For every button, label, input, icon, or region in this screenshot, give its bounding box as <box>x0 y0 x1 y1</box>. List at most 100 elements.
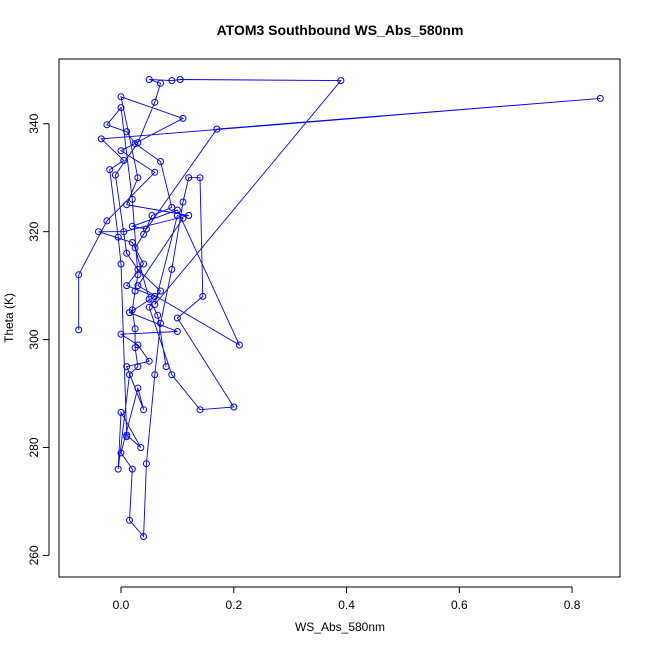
data-point <box>140 260 148 268</box>
data-point <box>131 140 139 148</box>
chart-title: ATOM3 Southbound WS_Abs_580nm <box>217 22 464 38</box>
data-point <box>126 371 133 379</box>
axes: 0.0 0.2 0.4 0.6 0.8 260 280 300 320 340 <box>27 113 581 612</box>
data-point <box>148 212 156 219</box>
data-point <box>157 79 164 87</box>
data-point <box>151 371 159 379</box>
data-point <box>162 363 170 371</box>
data-point <box>123 249 131 257</box>
data-point <box>157 319 164 327</box>
data-point <box>179 214 187 222</box>
data-point <box>128 239 136 246</box>
data-point <box>117 260 125 268</box>
data-point <box>117 408 125 416</box>
x-tick-label: 0.0 <box>113 598 130 612</box>
data-point <box>140 533 148 540</box>
data-series <box>75 76 604 540</box>
x-tick-label: 0.6 <box>451 598 468 612</box>
data-point <box>117 147 125 155</box>
data-point <box>142 460 150 468</box>
data-point <box>230 403 238 411</box>
data-point <box>140 406 148 414</box>
data-point <box>103 121 111 129</box>
data-point <box>151 292 159 300</box>
data-point <box>106 166 114 174</box>
data-point <box>134 384 142 392</box>
y-tick-label: 280 <box>27 437 41 457</box>
data-point <box>134 174 142 182</box>
data-point <box>173 328 181 335</box>
data-point <box>173 314 181 322</box>
data-point <box>179 198 187 206</box>
data-point <box>95 228 102 236</box>
data-point <box>596 94 604 102</box>
data-point <box>123 128 131 136</box>
data-point <box>114 233 122 241</box>
data-point <box>185 174 193 182</box>
data-point <box>120 156 128 164</box>
data-point <box>131 344 139 352</box>
data-point <box>123 363 131 371</box>
data-point <box>123 282 131 290</box>
data-point <box>137 444 145 451</box>
data-point <box>168 77 176 85</box>
data-point <box>134 271 142 279</box>
data-point <box>134 363 142 371</box>
data-point <box>154 311 162 319</box>
data-point <box>179 114 187 122</box>
data-point <box>157 158 164 165</box>
data-point <box>128 222 136 230</box>
y-axis-label: Theta (K) <box>2 293 16 343</box>
plot-frame <box>58 58 621 578</box>
data-point <box>196 174 204 182</box>
y-tick-label: 320 <box>27 221 41 241</box>
data-point <box>145 295 153 303</box>
data-point <box>235 341 243 349</box>
data-point <box>75 271 83 279</box>
data-point <box>134 265 142 273</box>
data-point <box>185 212 193 219</box>
data-point <box>140 230 148 238</box>
data-point <box>123 431 131 439</box>
data-point <box>131 325 139 333</box>
data-point <box>151 168 159 176</box>
data-point <box>142 225 150 233</box>
data-point <box>123 201 131 209</box>
data-point <box>145 357 153 365</box>
data-point <box>337 77 345 85</box>
data-point <box>117 330 125 338</box>
data-point <box>117 93 125 101</box>
data-point <box>145 76 153 83</box>
data-point <box>117 449 125 457</box>
data-point <box>134 282 142 290</box>
x-axis-label: WS_Abs_580nm <box>295 620 385 634</box>
data-point <box>128 465 136 473</box>
x-tick-label: 0.4 <box>338 598 355 612</box>
data-point <box>103 217 111 225</box>
y-tick-label: 260 <box>27 545 41 565</box>
data-point <box>173 206 181 214</box>
data-point <box>117 104 125 112</box>
data-point <box>131 287 139 295</box>
data-point <box>168 265 176 273</box>
x-tick-label: 0.2 <box>225 598 242 612</box>
data-point <box>173 212 181 219</box>
data-point <box>196 406 204 414</box>
data-point <box>75 326 83 334</box>
data-point <box>199 292 207 300</box>
data-point <box>151 98 159 106</box>
data-point <box>128 306 136 314</box>
data-point <box>111 171 119 179</box>
data-point <box>145 303 153 311</box>
y-tick-label: 340 <box>27 113 41 133</box>
data-point <box>151 301 159 308</box>
data-point <box>131 244 139 252</box>
y-tick-label: 300 <box>27 329 41 349</box>
x-tick-label: 0.8 <box>564 598 581 612</box>
data-point <box>120 228 128 236</box>
data-point <box>176 76 184 83</box>
data-point <box>213 125 221 133</box>
data-point <box>157 287 164 295</box>
